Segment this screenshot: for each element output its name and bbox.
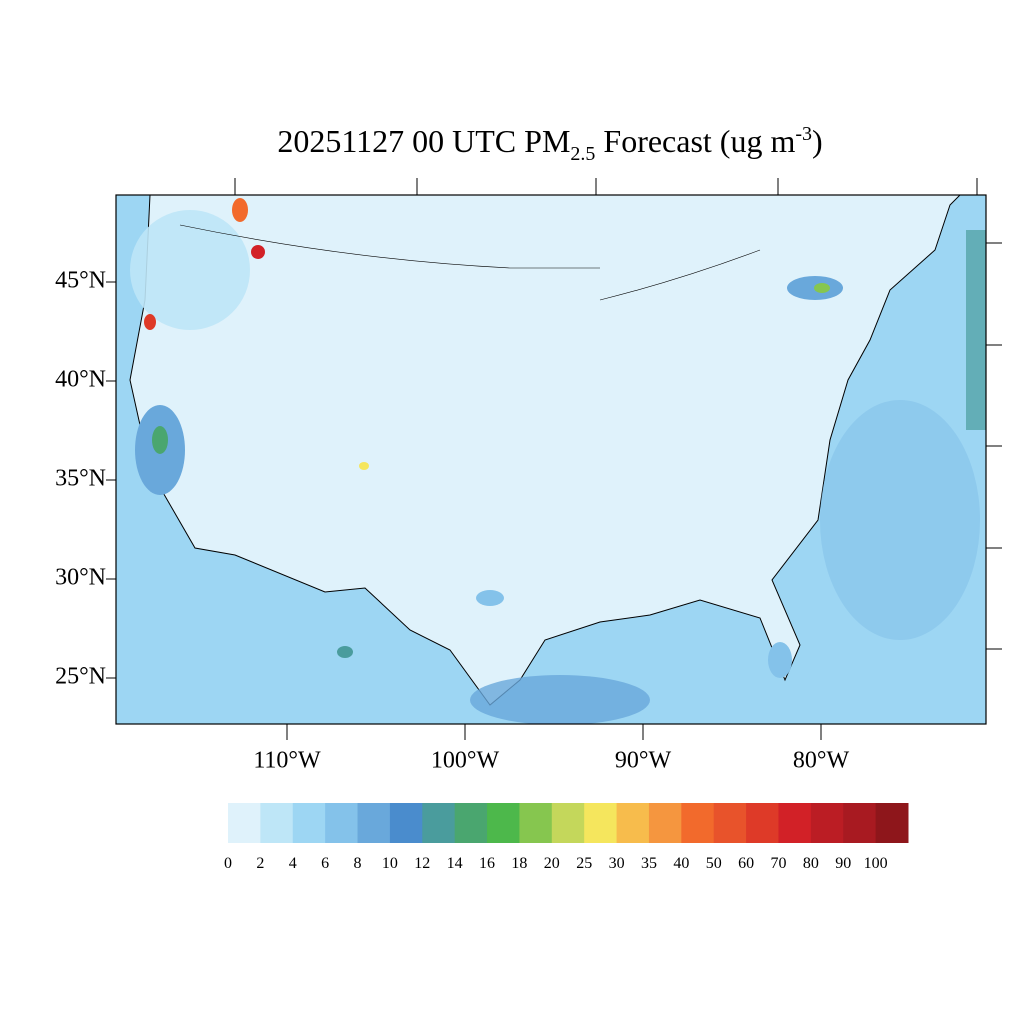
lon-label: 80°W [793, 748, 850, 774]
colorbar-label: 30 [609, 855, 625, 872]
colorbar-box [810, 803, 844, 843]
field-patch [130, 210, 250, 330]
lat-label: 40°N [55, 367, 106, 393]
colorbar-label: 35 [641, 855, 657, 872]
field-patch [814, 283, 830, 293]
colorbar-box [454, 803, 488, 843]
colorbar-label: 25 [576, 855, 592, 872]
colorbar-box [325, 803, 359, 843]
field-patch [232, 198, 248, 222]
colorbar-box [551, 803, 585, 843]
colorbar-label: 16 [479, 855, 495, 872]
map-frame [115, 194, 987, 725]
colorbar-box [584, 803, 618, 843]
colorbar-label: 12 [414, 855, 430, 872]
colorbar-label: 18 [511, 855, 527, 872]
field-patch [470, 675, 650, 724]
colorbar-box [519, 803, 553, 843]
colorbar-label: 50 [706, 855, 722, 872]
colorbar-box [422, 803, 456, 843]
labels: 45°N 40°N 35°N 30°N 25°N 110°W 100°W 90°W 80°W [55, 268, 849, 774]
field-patch [359, 462, 369, 470]
border [179, 224, 600, 269]
title-text: 20251127 00 UTC PM [277, 123, 570, 159]
lon-label: 100°W [431, 748, 500, 774]
colorbar-label: 100 [864, 855, 888, 872]
field-patch [966, 230, 986, 430]
colorbar-box [746, 803, 779, 843]
title-superscript: -3 [795, 123, 812, 145]
colorbar-label: 6 [321, 855, 329, 872]
lat-label: 45°N [55, 268, 106, 294]
colorbar-label: 70 [770, 855, 786, 872]
colorbar-box [713, 803, 747, 843]
colorbar-box [357, 803, 391, 843]
map-title: 20251127 00 UTC PM2.5 Forecast (ug m-3) [277, 123, 822, 165]
colorbar-box [648, 803, 682, 843]
lon-label: 90°W [615, 748, 672, 774]
colorbar-label: 90 [835, 855, 851, 872]
colorbar-label: 40 [673, 855, 689, 872]
colorbar-label: 0 [224, 855, 232, 872]
lat-label: 35°N [55, 466, 106, 492]
colorbar: 0 2 4 6 8 10 12 14 16 18 20 25 30 35 40 50 60 70 80 90 100 [224, 803, 909, 872]
colorbar-label: 14 [447, 855, 463, 872]
colorbar-label: 10 [382, 855, 398, 872]
colorbar-label: 60 [738, 855, 754, 872]
colorbar-label: 80 [803, 855, 819, 872]
colorbar-box [843, 803, 877, 843]
colorbar-box [260, 803, 294, 843]
land [129, 195, 961, 706]
field-patch [152, 426, 168, 454]
colorbar-box [875, 803, 909, 843]
field-patch [337, 646, 353, 658]
colorbar-label: 4 [289, 855, 297, 872]
field-patch [820, 400, 980, 640]
colorbar-box [616, 803, 650, 843]
lat-label: 25°N [55, 664, 106, 690]
lon-label: 110°W [253, 748, 321, 774]
colorbar-box [778, 803, 812, 843]
colorbar-box [681, 803, 715, 843]
field-patch [251, 245, 265, 259]
colorbar-box [292, 803, 326, 843]
colorbar-label: 2 [256, 855, 264, 872]
colorbar-box [487, 803, 520, 843]
border [599, 249, 761, 301]
title-subscript: 2.5 [570, 143, 595, 165]
lat-label: 30°N [55, 565, 106, 591]
field-patch [768, 642, 792, 678]
map-field [116, 195, 986, 724]
field-patch [476, 590, 504, 606]
colorbar-box [389, 803, 423, 843]
colorbar-label: 20 [544, 855, 560, 872]
ticks [106, 178, 1002, 740]
title-text: ) [812, 123, 823, 159]
colorbar-box [228, 803, 261, 843]
field-patch [144, 314, 156, 330]
title-text: Forecast (ug m [595, 123, 795, 159]
colorbar-label: 8 [354, 855, 362, 872]
